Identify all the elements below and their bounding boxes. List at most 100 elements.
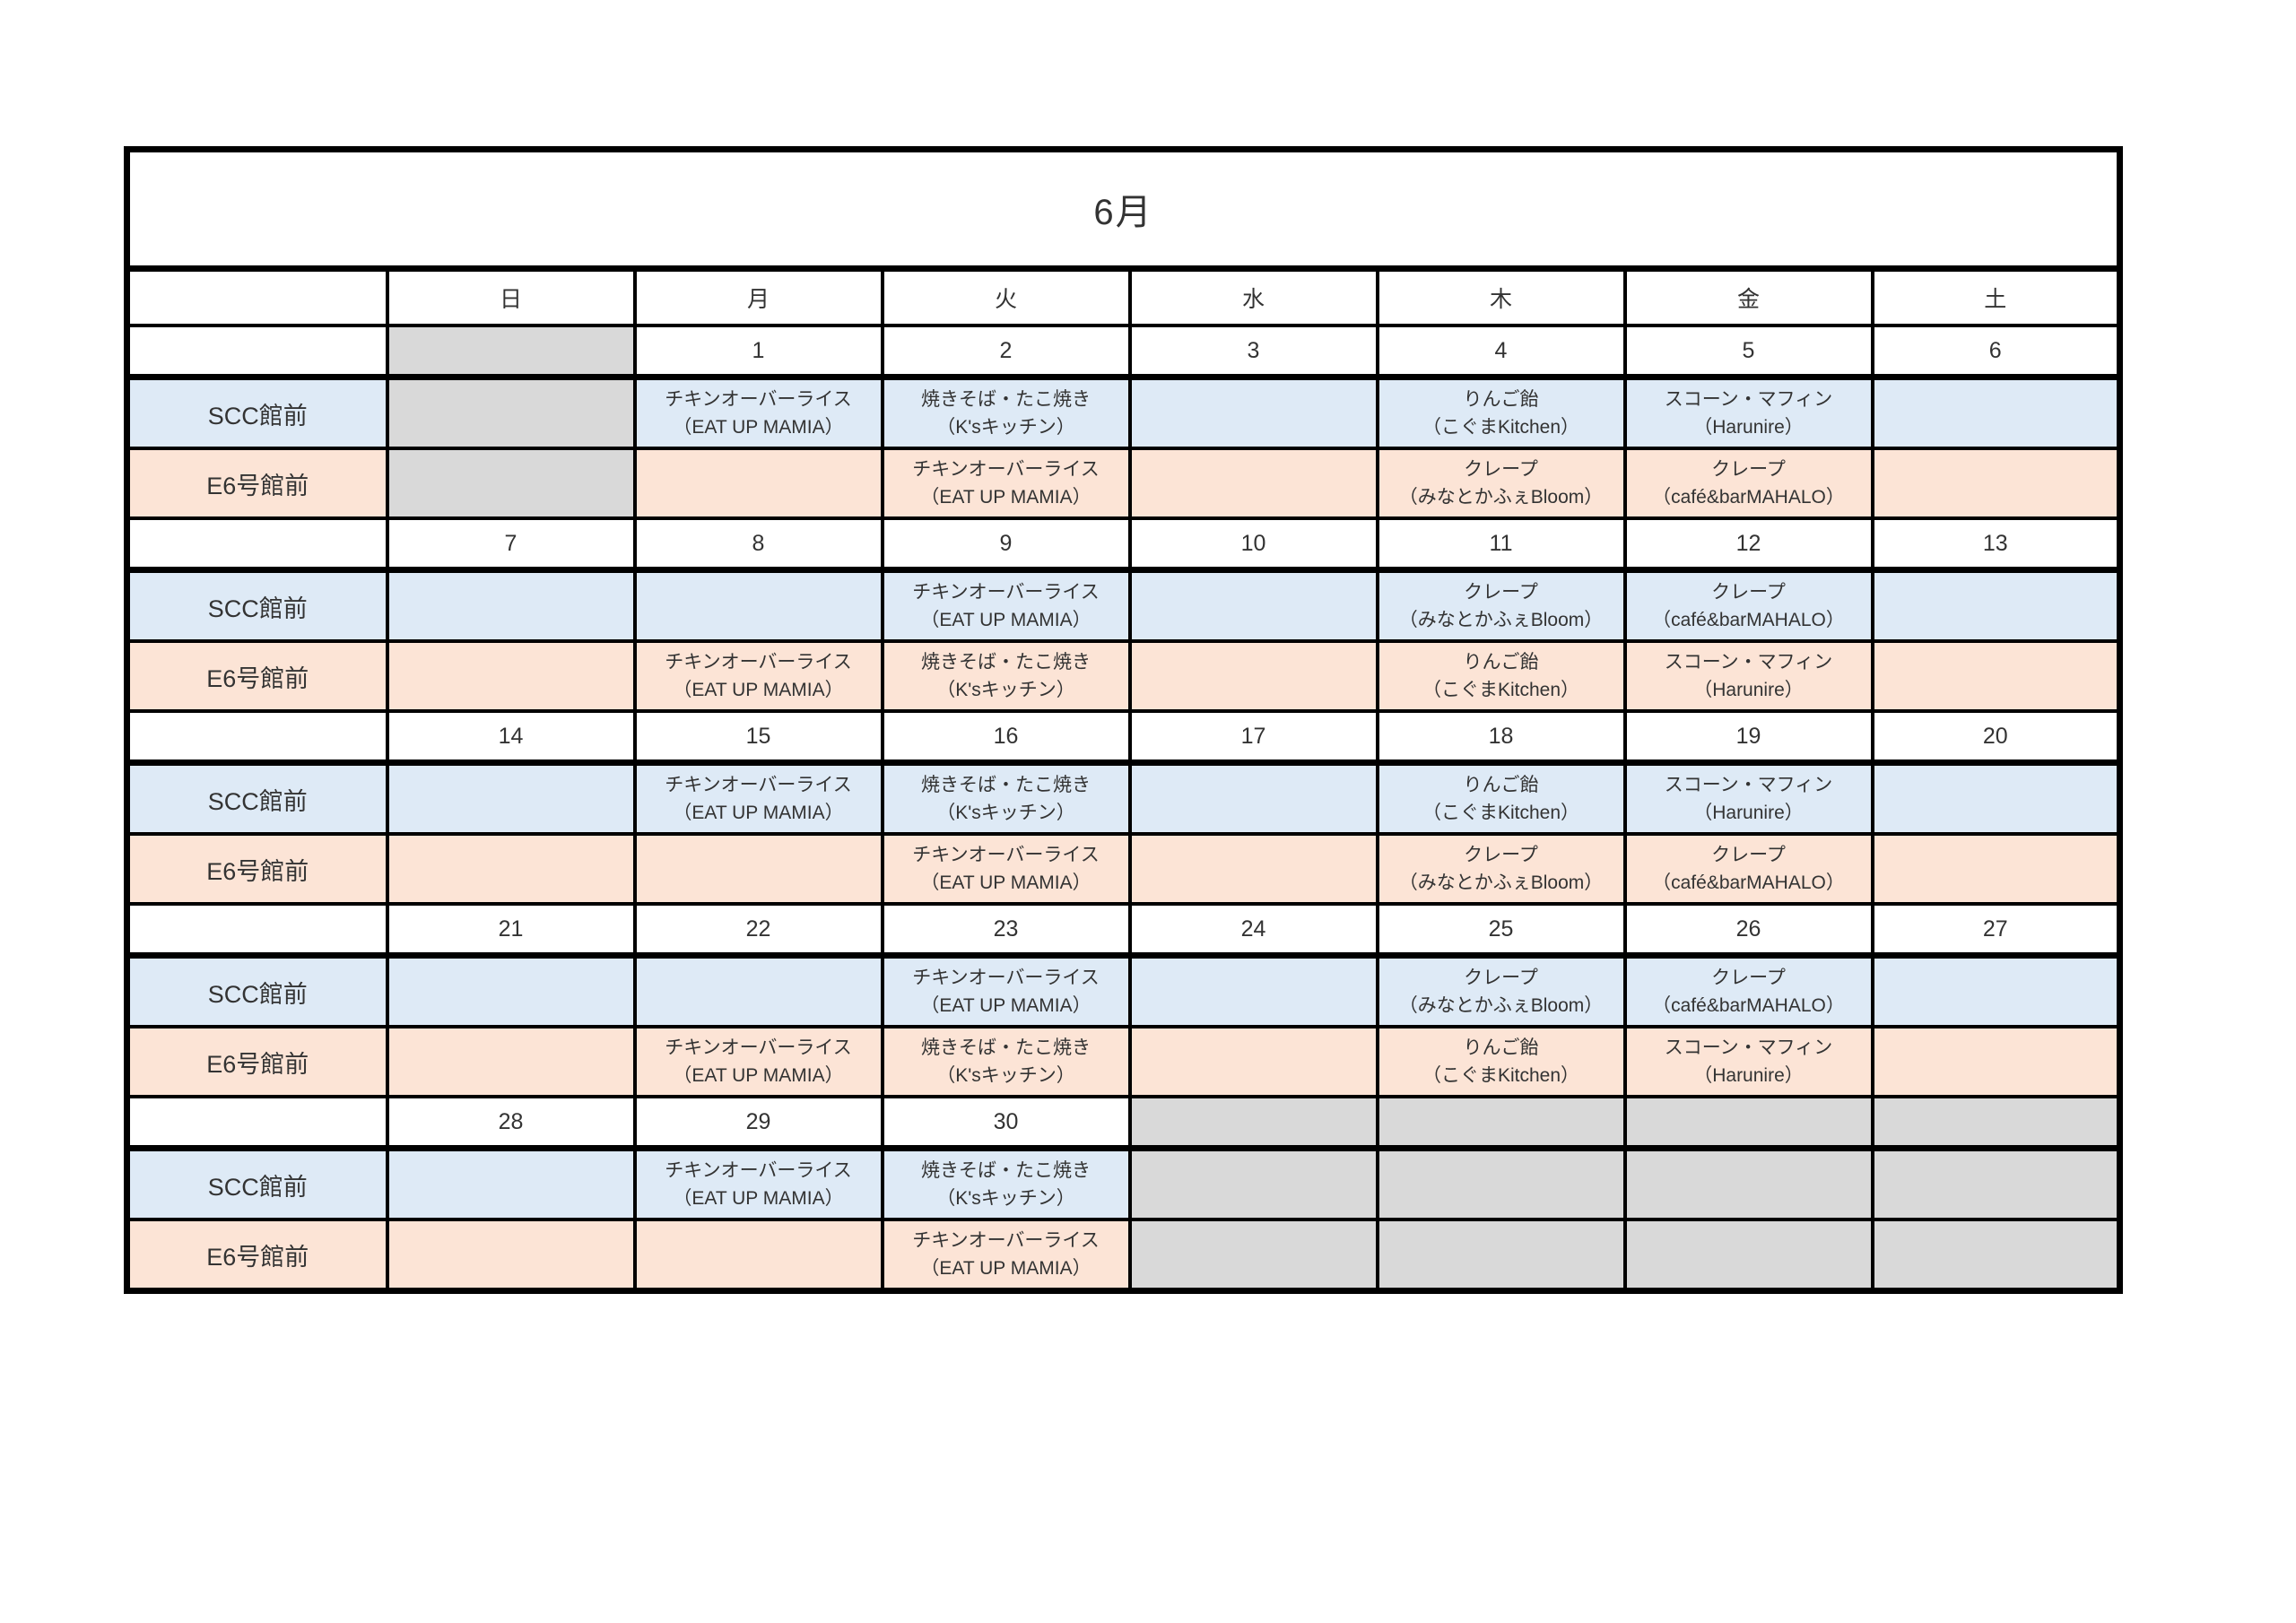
menu-cell: スコーン・マフィン （Harunire） [1622, 375, 1874, 450]
row-label-spacer [125, 709, 389, 766]
menu-cell: りんご飴 （こぐまKitchen） [1375, 639, 1627, 713]
date-cell: 13 [1870, 516, 2122, 573]
row-label-spacer [125, 516, 389, 573]
menu-vendor-name: （こぐまKitchen） [1422, 417, 1580, 438]
date-cell: 23 [880, 902, 1132, 959]
menu-cell [632, 832, 884, 906]
menu-item-name: チキンオーバーライス [665, 389, 852, 410]
weekday-header-spacer [125, 266, 389, 327]
weekday-header: 火 [880, 266, 1132, 327]
out-of-month-cell [1870, 1146, 2122, 1221]
menu-cell: スコーン・マフィン （Harunire） [1622, 1025, 1874, 1098]
row-label-scc: SCC館前 [125, 953, 389, 1028]
menu-cell [632, 1218, 884, 1293]
menu-item-name: クレープ [1711, 845, 1786, 865]
scc-location-row: SCC館前 チキンオーバーライス （EAT UP MAMIA） 焼きそば・たこ焼き （K… [125, 1146, 2122, 1221]
date-cell: 12 [1622, 516, 1874, 573]
menu-vendor-name: （EAT UP MAMIA） [920, 610, 1091, 630]
menu-item-name: チキンオーバーライス [665, 775, 852, 795]
date-cell: 10 [1127, 516, 1379, 573]
menu-vendor-name: （café&barMAHALO） [1652, 995, 1845, 1016]
weekday-header: 木 [1375, 266, 1627, 327]
menu-vendor-name: （Harunire） [1693, 417, 1804, 438]
date-cell: 2 [880, 324, 1132, 380]
out-of-month-cell [1622, 1095, 1874, 1151]
row-label-e6: E6号館前 [125, 1025, 389, 1098]
menu-item-name: りんご飴 [1463, 775, 1539, 795]
menu-vendor-name: （EAT UP MAMIA） [920, 995, 1091, 1016]
weekday-header: 水 [1127, 266, 1379, 327]
out-of-month-cell [1870, 1095, 2122, 1151]
menu-item-name: りんご飴 [1463, 1037, 1539, 1058]
menu-cell: チキンオーバーライス （EAT UP MAMIA） [632, 760, 884, 836]
out-of-month-cell [1375, 1146, 1627, 1221]
menu-cell [632, 447, 884, 520]
menu-item-name: チキンオーバーライス [665, 652, 852, 673]
date-cell: 27 [1870, 902, 2122, 959]
menu-vendor-name: （こぐまKitchen） [1422, 803, 1580, 823]
weekday-header: 土 [1870, 266, 2122, 327]
row-label-scc: SCC館前 [125, 375, 389, 450]
menu-vendor-name: （K'sキッチン） [936, 680, 1075, 700]
menu-item-name: クレープ [1711, 582, 1786, 603]
date-cell: 30 [880, 1095, 1132, 1151]
row-label-scc: SCC館前 [125, 1146, 389, 1221]
menu-vendor-name: （EAT UP MAMIA） [920, 872, 1091, 893]
out-of-month-cell [385, 324, 637, 380]
menu-item-name: チキンオーバーライス [912, 459, 1100, 480]
row-label-scc: SCC館前 [125, 760, 389, 836]
date-cell: 9 [880, 516, 1132, 573]
date-row: 21 22 23 24 25 26 27 [125, 902, 2122, 959]
menu-cell [385, 832, 637, 906]
menu-cell [1870, 375, 2122, 450]
menu-vendor-name: （こぐまKitchen） [1422, 1065, 1580, 1086]
june-schedule-table: 6月 日月火水木金土 1 2 3 4 5 6 SCC館前 チキンオーバーライス （EAT UP … [124, 146, 2123, 1294]
out-of-month-cell [1127, 1095, 1379, 1151]
row-label-scc: SCC館前 [125, 568, 389, 643]
menu-cell [632, 953, 884, 1028]
out-of-month-cell [1870, 1218, 2122, 1293]
out-of-month-cell [385, 447, 637, 520]
e6-location-row: E6号館前 チキンオーバーライス （EAT UP MAMIA） クレープ （みなとかふぇ… [125, 832, 2122, 906]
row-label-spacer [125, 1095, 389, 1151]
menu-cell [1870, 568, 2122, 643]
menu-cell [1127, 832, 1379, 906]
menu-cell: チキンオーバーライス （EAT UP MAMIA） [880, 832, 1132, 906]
menu-cell: スコーン・マフィン （Harunire） [1622, 639, 1874, 713]
menu-item-name: 焼きそば・たこ焼き [921, 775, 1091, 795]
menu-item-name: クレープ [1464, 459, 1538, 480]
menu-cell: チキンオーバーライス （EAT UP MAMIA） [880, 568, 1132, 643]
menu-item-name: チキンオーバーライス [912, 1230, 1100, 1251]
scc-location-row: SCC館前 チキンオーバーライス （EAT UP MAMIA） クレープ （みなとかふぇ… [125, 953, 2122, 1028]
menu-vendor-name: （Harunire） [1693, 803, 1804, 823]
menu-cell [385, 639, 637, 713]
menu-item-name: スコーン・マフィン [1664, 652, 1833, 673]
menu-cell: りんご飴 （こぐまKitchen） [1375, 1025, 1627, 1098]
menu-cell: クレープ （café&barMAHALO） [1622, 832, 1874, 906]
date-cell: 3 [1127, 324, 1379, 380]
menu-vendor-name: （café&barMAHALO） [1652, 487, 1845, 508]
menu-vendor-name: （EAT UP MAMIA） [673, 680, 844, 700]
menu-cell: りんご飴 （こぐまKitchen） [1375, 375, 1627, 450]
menu-item-name: チキンオーバーライス [912, 582, 1100, 603]
menu-vendor-name: （Harunire） [1693, 1065, 1804, 1086]
menu-cell: クレープ （みなとかふぇBloom） [1375, 953, 1627, 1028]
date-cell: 25 [1375, 902, 1627, 959]
menu-item-name: 焼きそば・たこ焼き [921, 1160, 1091, 1181]
date-cell: 19 [1622, 709, 1874, 766]
date-row: 14 15 16 17 18 19 20 [125, 709, 2122, 766]
date-cell: 1 [632, 324, 884, 380]
menu-item-name: チキンオーバーライス [912, 845, 1100, 865]
menu-item-name: クレープ [1711, 968, 1786, 988]
menu-cell: 焼きそば・たこ焼き （K'sキッチン） [880, 375, 1132, 450]
row-label-e6: E6号館前 [125, 639, 389, 713]
date-cell: 7 [385, 516, 637, 573]
weekday-header: 金 [1622, 266, 1874, 327]
menu-item-name: クレープ [1464, 582, 1538, 603]
menu-vendor-name: （EAT UP MAMIA） [673, 1065, 844, 1086]
menu-vendor-name: （Harunire） [1693, 680, 1804, 700]
menu-vendor-name: （café&barMAHALO） [1652, 610, 1845, 630]
menu-cell: 焼きそば・たこ焼き （K'sキッチン） [880, 1025, 1132, 1098]
date-cell: 17 [1127, 709, 1379, 766]
